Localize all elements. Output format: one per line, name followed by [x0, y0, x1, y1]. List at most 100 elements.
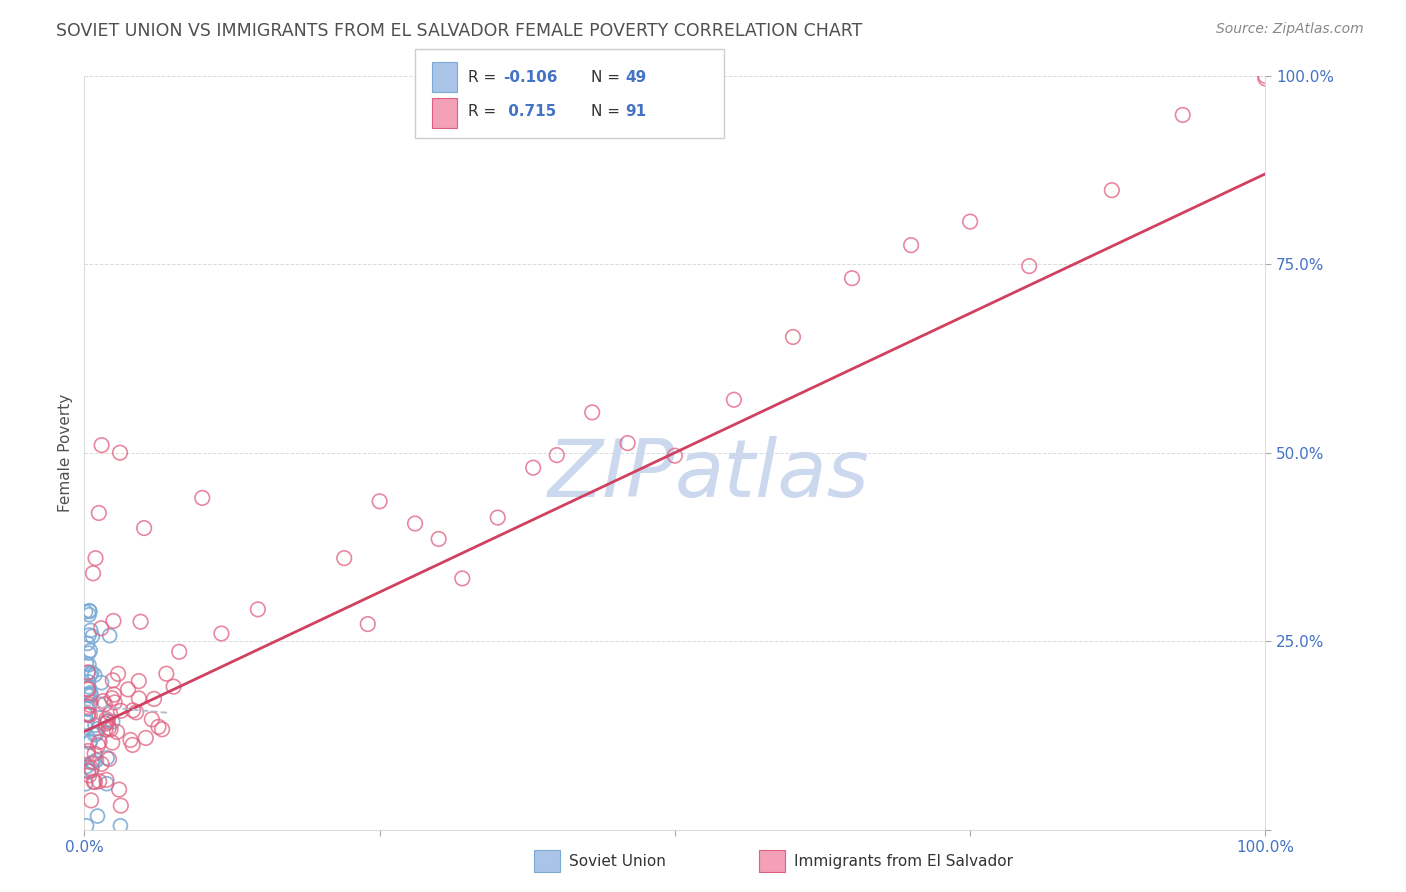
Point [97, 721, 120, 735]
Point [86, 727, 108, 741]
Point [96, 777, 118, 791]
Point [86, 809, 108, 823]
Point [134, 521, 156, 535]
Point [110, 798, 132, 813]
Point [89, 698, 111, 712]
Point [77, 700, 100, 714]
Point [128, 691, 150, 706]
Point [87, 722, 110, 736]
Text: 91: 91 [626, 104, 647, 119]
Point [79, 686, 101, 700]
Text: Source: ZipAtlas.com: Source: ZipAtlas.com [1216, 22, 1364, 37]
Point [77, 744, 100, 758]
Point [900, 238, 922, 252]
Point [82, 756, 104, 770]
Point [90, 756, 112, 771]
Point [581, 405, 603, 419]
Point [103, 614, 125, 628]
Point [87, 506, 110, 520]
Point [546, 448, 568, 462]
Point [77, 607, 100, 622]
Point [97, 714, 120, 729]
Point [125, 706, 148, 720]
Point [959, 214, 981, 228]
Point [82, 629, 104, 643]
Point [1018, 259, 1040, 273]
Text: N =: N = [591, 104, 624, 119]
Text: R =: R = [468, 70, 502, 85]
Point [246, 602, 269, 616]
Point [77, 665, 100, 680]
Text: SOVIET UNION VS IMMIGRANTS FROM EL SALVADOR FEMALE POVERTY CORRELATION CHART: SOVIET UNION VS IMMIGRANTS FROM EL SALVA… [56, 22, 863, 40]
Point [82, 566, 104, 581]
Point [80, 695, 103, 709]
Point [77, 681, 100, 696]
Point [75, 605, 97, 619]
Point [101, 673, 124, 688]
Point [96, 714, 118, 728]
Point [77, 657, 100, 672]
Point [98, 706, 121, 721]
Point [77, 665, 100, 680]
Point [77, 707, 100, 722]
Text: 49: 49 [626, 70, 647, 85]
Point [103, 688, 125, 702]
Point [89, 735, 111, 749]
Point [91, 694, 114, 708]
Point [83, 728, 105, 742]
Point [96, 751, 118, 765]
Text: N =: N = [591, 70, 624, 85]
Point [76, 819, 98, 833]
Point [841, 271, 863, 285]
Text: atlas: atlas [675, 436, 870, 515]
Y-axis label: Female Poverty: Female Poverty [58, 393, 73, 512]
Point [75, 777, 97, 791]
Point [368, 494, 391, 508]
Point [75, 707, 97, 722]
Point [101, 714, 124, 729]
Point [80, 665, 103, 680]
Point [94, 722, 117, 736]
Point [79, 734, 101, 748]
Point [79, 698, 101, 712]
Point [77, 768, 100, 782]
Point [94, 716, 117, 731]
Point [209, 626, 232, 640]
Point [1101, 183, 1123, 197]
Point [77, 628, 100, 642]
Point [150, 723, 173, 737]
Point [155, 666, 177, 681]
Point [77, 747, 100, 761]
Point [162, 680, 184, 694]
Point [77, 687, 100, 701]
Point [486, 510, 509, 524]
Text: R =: R = [468, 104, 502, 119]
Point [79, 604, 101, 618]
Point [427, 532, 450, 546]
Point [80, 688, 103, 702]
Point [80, 756, 103, 770]
Point [141, 712, 163, 726]
Point [108, 445, 131, 460]
Point [96, 712, 118, 726]
Point [110, 704, 132, 718]
Point [96, 772, 118, 787]
Point [1254, 71, 1277, 86]
Point [76, 636, 98, 650]
Point [107, 666, 129, 681]
Point [128, 674, 150, 689]
Point [117, 682, 139, 697]
Point [80, 793, 103, 807]
Point [77, 646, 100, 660]
Point [79, 667, 101, 681]
Point [357, 617, 380, 632]
Point [83, 668, 105, 682]
Point [86, 753, 108, 767]
Point [76, 688, 98, 702]
Text: Soviet Union: Soviet Union [569, 855, 666, 869]
Point [101, 691, 124, 706]
Point [84, 718, 107, 732]
Point [148, 720, 170, 734]
Point [616, 436, 638, 450]
Point [94, 697, 117, 711]
